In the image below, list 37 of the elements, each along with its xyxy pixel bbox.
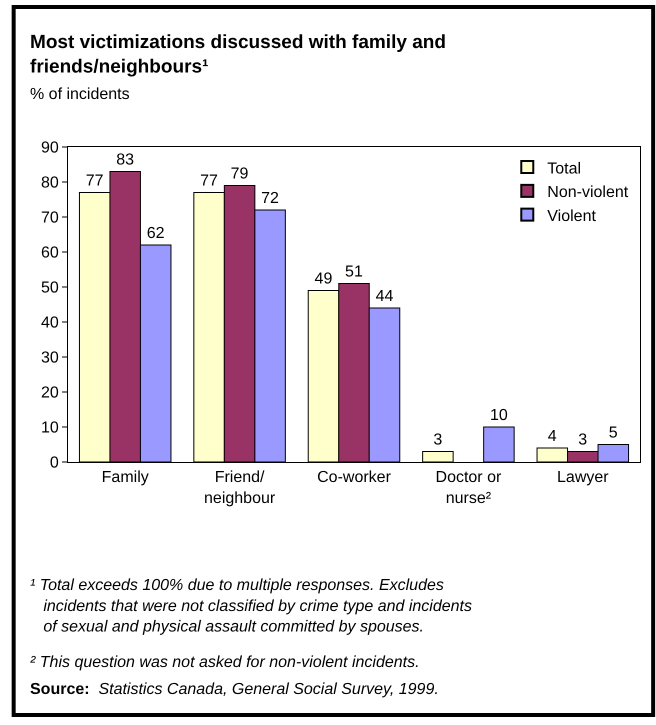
- y-tick-label: 90: [41, 140, 59, 157]
- y-tick-label: 70: [41, 210, 59, 227]
- data-label: 77: [200, 172, 218, 190]
- data-label: 62: [146, 225, 165, 242]
- data-label: 51: [345, 264, 363, 280]
- text: ² This question was not asked for non-violent incidents.: [30, 654, 420, 671]
- x-tick-label: Friend/ neighbour: [204, 469, 276, 507]
- legend-label: Non-violent: [547, 184, 629, 202]
- data-label: 3: [433, 432, 442, 448]
- legend-label: Total: [547, 160, 582, 178]
- y-tick-label: 20: [41, 384, 59, 402]
- data-label: 3: [578, 432, 588, 448]
- x-tick-label: Doctor or nurse²: [436, 469, 502, 507]
- y-tick-label: 30: [41, 350, 59, 367]
- x-tick-label: Lawyer: [557, 469, 610, 486]
- y-tick-label: 60: [41, 244, 59, 262]
- legend-label: Violent: [547, 208, 596, 225]
- y-tick-label: 40: [41, 314, 59, 332]
- data-label: 72: [261, 190, 280, 207]
- source-note: Source: Statistics Canada, General Social Survey, 1999.: [30, 681, 439, 698]
- data-label: 49: [314, 270, 332, 288]
- y-tick-label: 0: [50, 454, 59, 472]
- data-label: 83: [116, 152, 134, 168]
- y-axis-title: % of incidents: [30, 86, 130, 103]
- x-tick-label: Co-worker: [317, 469, 392, 486]
- data-label: 5: [608, 424, 618, 442]
- x-tick-label: Family: [102, 469, 149, 486]
- y-tick-label: 50: [41, 280, 59, 297]
- chart-title: Most victimizations discussed with family and friends/neighbours¹: [30, 32, 446, 78]
- y-tick-label: 10: [41, 420, 59, 437]
- data-label: 79: [230, 166, 249, 182]
- data-label: 4: [548, 428, 557, 445]
- data-label: 77: [86, 172, 104, 190]
- data-label: 44: [376, 288, 394, 305]
- text: ¹ Total exceeds 100% due to multiple responses. Excludes incidents that were not classified by crime type and incidents of sexual and physical assault committed by spouses.: [30, 577, 472, 636]
- y-tick-label: 80: [41, 174, 59, 192]
- data-label: 10: [490, 407, 508, 424]
